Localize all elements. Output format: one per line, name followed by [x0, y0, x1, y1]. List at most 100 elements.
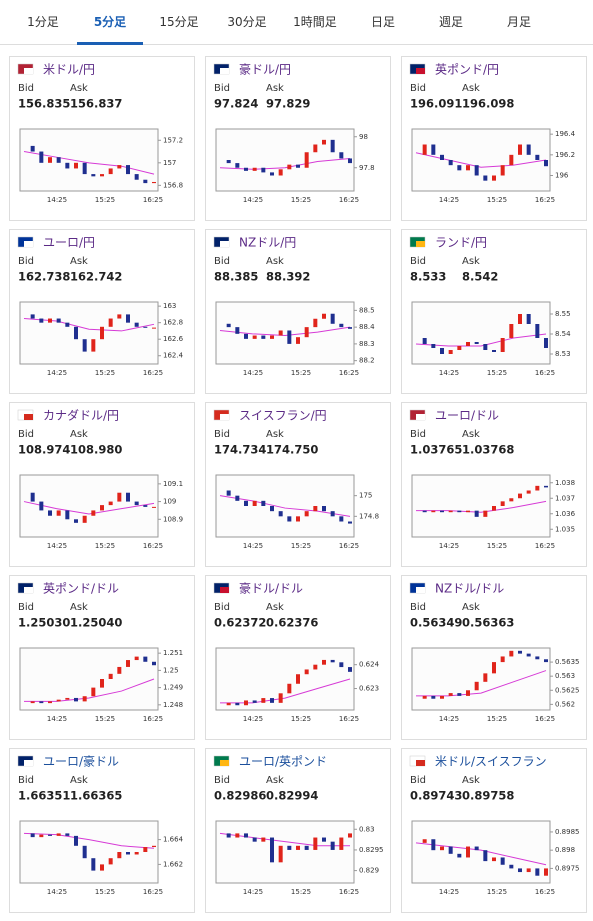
- rate-card[interactable]: スイスフラン/円 Bid Ask 174.734 174.750 174.8 175 14:2…: [205, 402, 391, 567]
- flag: [24, 414, 33, 420]
- y-tick-label: 163: [163, 302, 176, 310]
- tab[interactable]: 日足: [370, 15, 395, 29]
- y-tick-label: 1.036: [555, 510, 576, 518]
- time-label: 14:25: [243, 542, 263, 550]
- candle: [440, 846, 444, 851]
- candle: [509, 650, 514, 657]
- time-label: 16:25: [339, 542, 359, 550]
- rate-card[interactable]: ユーロ/ドル Bid Ask 1.03765 1.03768 1.035 1.036 1.03…: [401, 402, 587, 567]
- time-label: 15:25: [95, 888, 115, 896]
- candle: [91, 858, 96, 871]
- candle: [252, 700, 257, 703]
- time-label: 14:25: [47, 888, 67, 896]
- y-tick-label: 1.664: [163, 836, 184, 844]
- time-label: 16:25: [339, 888, 359, 896]
- y-tick-label: 8.53: [555, 350, 571, 358]
- candle: [500, 857, 505, 865]
- bid-price: 196.091: [410, 97, 462, 111]
- time-label: 15:25: [95, 542, 115, 550]
- time-label: 16:25: [535, 196, 555, 204]
- rate-card[interactable]: カナダドル/円 Bid Ask 108.974 108.980 108.9 109 109.1…: [9, 402, 195, 567]
- candle: [474, 342, 479, 344]
- time-label: 15:25: [291, 542, 311, 550]
- bid-price: 162.738: [18, 270, 70, 284]
- candle: [296, 845, 300, 850]
- rate-card[interactable]: 米ドル/スイスフラン Bid Ask 0.89743 0.89758 0.8975 0.89…: [401, 748, 587, 913]
- tab[interactable]: 30分足: [227, 15, 267, 29]
- candle: [535, 868, 540, 876]
- rate-card[interactable]: ユーロ/英ポンド Bid Ask 0.82986 0.82994 0.829 0.8295 0…: [205, 748, 391, 913]
- rate-card[interactable]: 豪ドル/円 Bid Ask 97.824 97.829 97.8 98 14:25 15:25 1…: [205, 56, 391, 221]
- candle: [422, 510, 427, 513]
- ask-price: 162.742: [70, 270, 122, 284]
- bid-price: 108.974: [18, 443, 70, 457]
- moving-average: [415, 333, 547, 347]
- candle: [330, 313, 335, 324]
- candle: [48, 318, 52, 323]
- candle: [474, 681, 479, 691]
- candle: [117, 666, 122, 674]
- rate-card[interactable]: 米ドル/円 Bid Ask 156.835 156.837 156.8 157 157.2 14…: [9, 56, 195, 221]
- rate-card[interactable]: ユーロ/豪ドル Bid Ask 1.66351 1.66365 1.662 1.664 14:…: [9, 748, 195, 913]
- rate-card[interactable]: ランド/円 Bid Ask 8.533 8.542 8.53 8.54 8.55 14:25 15…: [401, 229, 587, 394]
- candle: [474, 846, 479, 851]
- time-label: 16:25: [339, 369, 359, 377]
- bid-label: Bid: [410, 83, 426, 94]
- candle: [252, 837, 257, 842]
- moving-average: [219, 495, 351, 517]
- pair-name: ユーロ/豪ドル: [43, 754, 119, 769]
- candle: [126, 660, 130, 667]
- candle: [483, 673, 488, 682]
- candle: [82, 696, 87, 702]
- candle: [422, 144, 427, 155]
- rate-card[interactable]: ユーロ/円 Bid Ask 162.738 162.742 162.4 162.6 162.8…: [9, 229, 195, 394]
- flag: [220, 68, 229, 74]
- candle: [509, 324, 514, 338]
- flag: [24, 587, 33, 593]
- candle: [74, 835, 78, 846]
- candle: [117, 314, 122, 319]
- y-tick-label: 162.8: [163, 319, 183, 327]
- rate-card[interactable]: 英ポンド/円 Bid Ask 196.091 196.098 196 196.2 196.4 1…: [401, 56, 587, 221]
- rate-card[interactable]: 英ポンド/ドル Bid Ask 1.25030 1.25040 1.248 1.249 1.2…: [9, 575, 195, 740]
- rate-card[interactable]: NZドル/ドル Bid Ask 0.56349 0.56363 0.562 0.5625 0.…: [401, 575, 587, 740]
- tab[interactable]: 5分足: [77, 0, 143, 45]
- candle: [466, 510, 470, 513]
- candle: [48, 834, 52, 836]
- bid-label: Bid: [18, 775, 34, 786]
- candle: [466, 846, 470, 858]
- tab[interactable]: 1時間足: [293, 15, 337, 29]
- tab[interactable]: 月足: [506, 15, 531, 29]
- plot-area: [411, 301, 551, 365]
- candle: [313, 837, 318, 850]
- candle: [535, 656, 540, 660]
- tab[interactable]: 15分足: [159, 15, 199, 29]
- moving-average: [415, 152, 547, 168]
- y-tick-label: 1.249: [163, 684, 183, 692]
- tab[interactable]: 1分足: [27, 15, 59, 29]
- candle: [74, 162, 78, 169]
- tab[interactable]: 週足: [438, 15, 463, 29]
- candle: [518, 144, 522, 155]
- time-label: 15:25: [95, 715, 115, 723]
- y-tick-label: 0.623: [359, 685, 379, 693]
- y-tick-label: 162.4: [163, 352, 184, 360]
- y-tick-label: 1.038: [555, 479, 575, 487]
- flag: [220, 414, 229, 420]
- bid-price: 0.82986: [214, 789, 266, 803]
- card-svg: 豪ドル/円 Bid Ask 97.824 97.829 97.8 98 14:25 15:25 1…: [213, 62, 375, 204]
- candle: [287, 845, 292, 850]
- ask-price: 1.25040: [70, 616, 122, 630]
- bid-price: 0.89743: [410, 789, 462, 803]
- rate-card[interactable]: 豪ドル/ドル Bid Ask 0.62372 0.62376 0.623 0.624 14:2…: [205, 575, 391, 740]
- candle: [91, 174, 96, 177]
- bid-label: Bid: [214, 602, 230, 613]
- rate-card[interactable]: NZドル/円 Bid Ask 88.385 88.392 88.2 88.3 88.4 88.5…: [205, 229, 391, 394]
- candle: [330, 511, 335, 517]
- candle: [492, 662, 496, 674]
- candle: [457, 346, 462, 350]
